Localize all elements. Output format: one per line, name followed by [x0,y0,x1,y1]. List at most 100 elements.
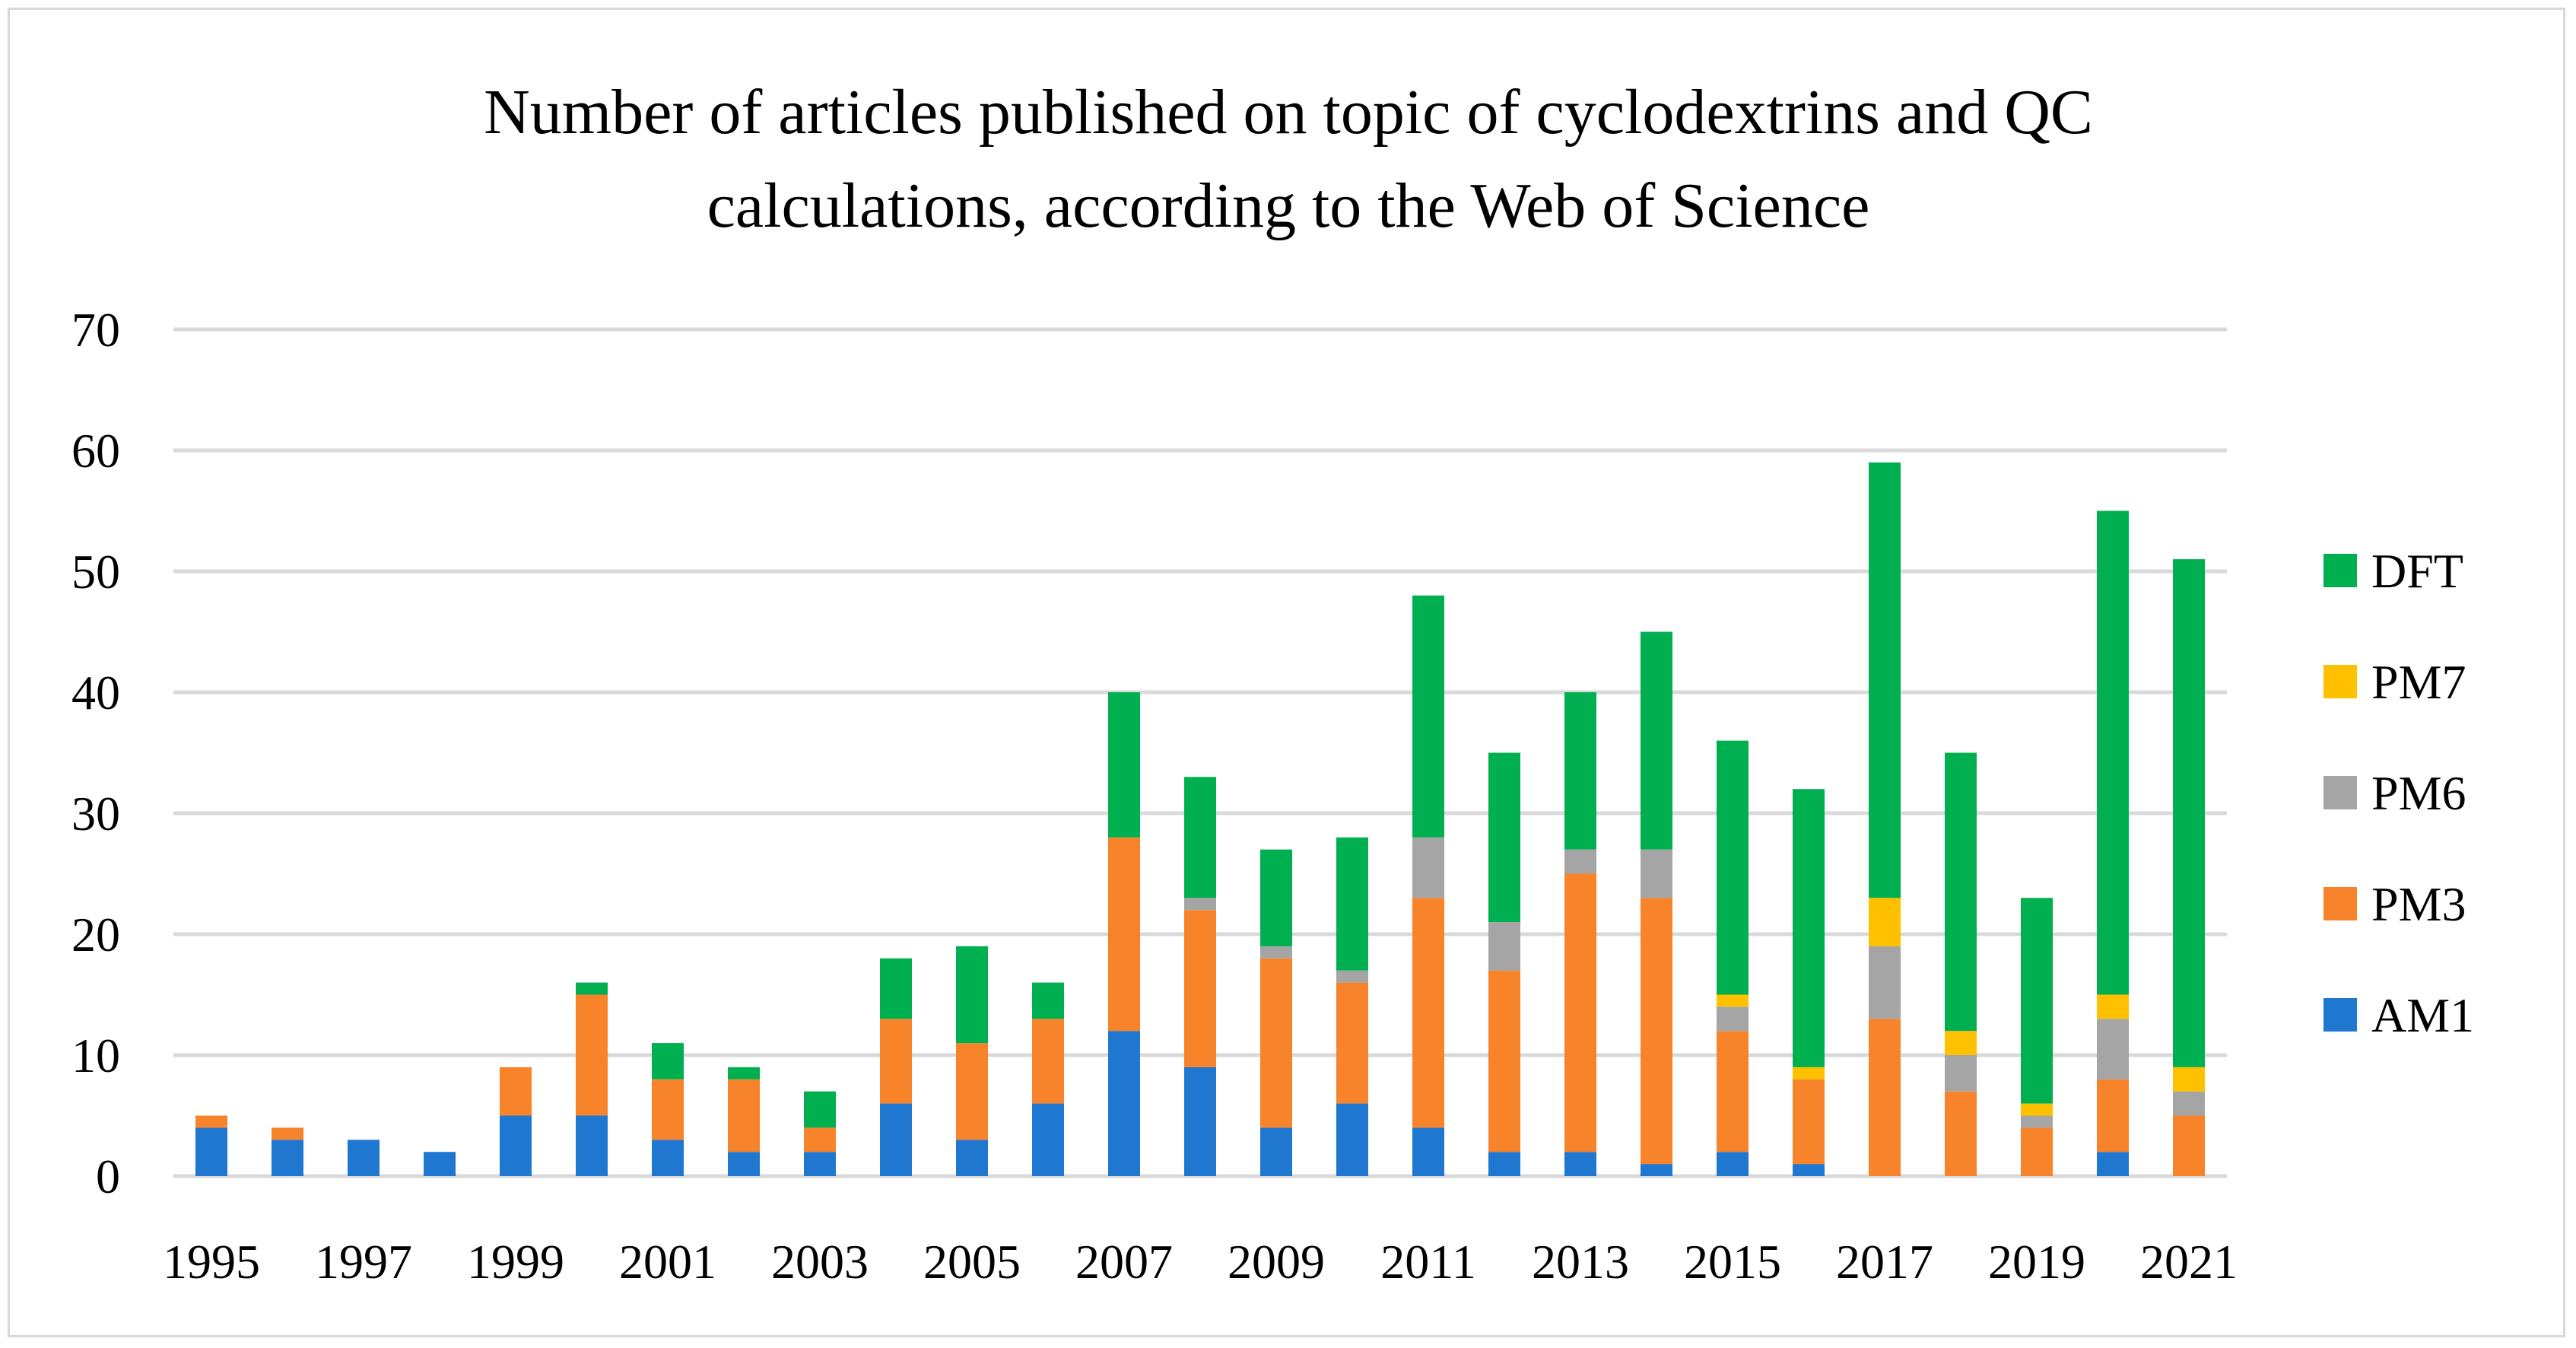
bar-pm3-2013 [1564,873,1596,1152]
bar-pm3-1996 [272,1127,303,1140]
bar-am1-2000 [576,1115,608,1176]
bar-am1-2016 [1793,1164,1825,1176]
bar-am1-2006 [1032,1103,1064,1176]
bar-am1-2013 [1564,1152,1596,1176]
bar-pm6-2009 [1260,946,1292,959]
bar-am1-1998 [424,1152,456,1176]
bar-pm6-2014 [1641,849,1672,898]
chart-title-line-1: Number of articles published on topic of… [484,77,2093,148]
bar-dft-2015 [1717,740,1749,995]
x-tick-label: 2013 [1532,1235,1629,1289]
bar-pm6-2021 [2173,1091,2205,1116]
bar-pm6-2020 [2097,1019,2129,1079]
bar-dft-2009 [1260,849,1292,946]
x-axis-ticks: 1995 1997 1999 2001 2003 2005 2007 2009 2011 2013… [163,1235,2238,1289]
bar-dft-2001 [652,1043,684,1079]
bar-pm6-2010 [1336,970,1368,983]
x-tick-label: 2011 [1380,1235,1476,1289]
bar-pm3-1995 [195,1115,227,1128]
bar-pm3-2000 [576,994,608,1116]
legend-swatch-dft [2323,554,2357,587]
legend-label-dft: DFT [2371,544,2463,598]
bar-pm6-2017 [1869,946,1901,1019]
bar-pm7-2018 [1945,1031,1977,1055]
bar-pm3-2016 [1793,1079,1825,1165]
legend-label-pm3: PM3 [2371,877,2466,931]
bar-dft-2020 [2097,510,2129,995]
x-tick-label: 2019 [1988,1235,2085,1289]
bar-pm7-2017 [1869,898,1901,946]
bar-pm3-2003 [804,1127,836,1152]
x-tick-label: 2015 [1684,1235,1781,1289]
legend-label-am1: AM1 [2371,988,2474,1042]
y-tick-label: 70 [71,303,120,357]
x-tick-label: 2017 [1836,1235,1933,1289]
bar-pm3-2007 [1108,837,1140,1032]
bar-pm7-2015 [1717,994,1749,1007]
bar-pm7-2019 [2021,1103,2053,1116]
y-tick-label: 50 [71,545,120,599]
bar-am1-2007 [1108,1031,1140,1176]
x-tick-label: 2021 [2140,1235,2238,1289]
bar-am1-2015 [1717,1152,1749,1176]
y-tick-label: 30 [71,787,120,841]
legend-label-pm7: PM7 [2371,655,2466,709]
bar-pm6-2013 [1564,849,1596,874]
x-tick-label: 2005 [923,1235,1021,1289]
x-tick-label: 2009 [1228,1235,1325,1289]
legend-swatch-pm6 [2323,776,2357,809]
bar-pm3-2005 [956,1043,988,1140]
bar-pm7-2020 [2097,994,2129,1019]
bar-pm3-2018 [1945,1091,1977,1176]
bar-pm3-2011 [1412,898,1444,1128]
legend-label-pm6: PM6 [2371,766,2466,820]
legend: DFT PM7 PM6 PM3 AM1 [2323,544,2474,1042]
bar-dft-2018 [1945,752,1977,1032]
bar-am1-2012 [1488,1152,1520,1176]
bar-pm3-2015 [1717,1031,1749,1152]
bar-dft-2012 [1488,752,1520,923]
x-tick-label: 2007 [1075,1235,1173,1289]
bar-pm7-2021 [2173,1067,2205,1092]
y-tick-label: 60 [71,424,120,478]
y-tick-label: 40 [71,666,120,720]
bar-am1-2011 [1412,1127,1444,1176]
bar-pm6-2012 [1488,922,1520,971]
bar-pm3-2019 [2021,1127,2053,1176]
bar-pm6-2008 [1184,898,1216,911]
bar-pm3-2009 [1260,958,1292,1128]
bar-dft-2007 [1108,692,1140,838]
bar-dft-2002 [728,1067,760,1079]
bar-pm3-2004 [880,1019,912,1104]
bar-am1-2010 [1336,1103,1368,1176]
bar-am1-2003 [804,1152,836,1176]
bar-dft-2011 [1412,595,1444,838]
bar-pm3-2017 [1869,1019,1901,1176]
legend-swatch-am1 [2323,998,2357,1032]
bar-pm3-2014 [1641,898,1672,1165]
bar-pm6-2018 [1945,1055,1977,1092]
chart-title: Number of articles published on topic of… [484,77,2093,241]
x-tick-label: 1997 [315,1235,412,1289]
bar-dft-2021 [2173,559,2205,1067]
chart-title-line-2: calculations, according to the Web of Sc… [707,170,1870,241]
bar-pm3-2008 [1184,910,1216,1067]
bar-pm3-2020 [2097,1079,2129,1152]
bar-am1-1996 [272,1140,303,1176]
bar-am1-2002 [728,1152,760,1176]
bar-pm3-2001 [652,1079,684,1140]
bar-am1-2001 [652,1140,684,1176]
bar-dft-2016 [1793,789,1825,1067]
bar-dft-2014 [1641,631,1672,850]
bar-am1-2004 [880,1103,912,1176]
bar-am1-1997 [348,1140,380,1176]
bar-dft-2019 [2021,898,2053,1104]
bar-am1-2009 [1260,1127,1292,1176]
bar-pm3-1999 [500,1067,532,1116]
y-tick-label: 0 [96,1149,120,1203]
bars [195,462,2205,1176]
y-tick-label: 10 [71,1028,120,1083]
bar-pm7-2016 [1793,1067,1825,1079]
bar-am1-2005 [956,1140,988,1176]
